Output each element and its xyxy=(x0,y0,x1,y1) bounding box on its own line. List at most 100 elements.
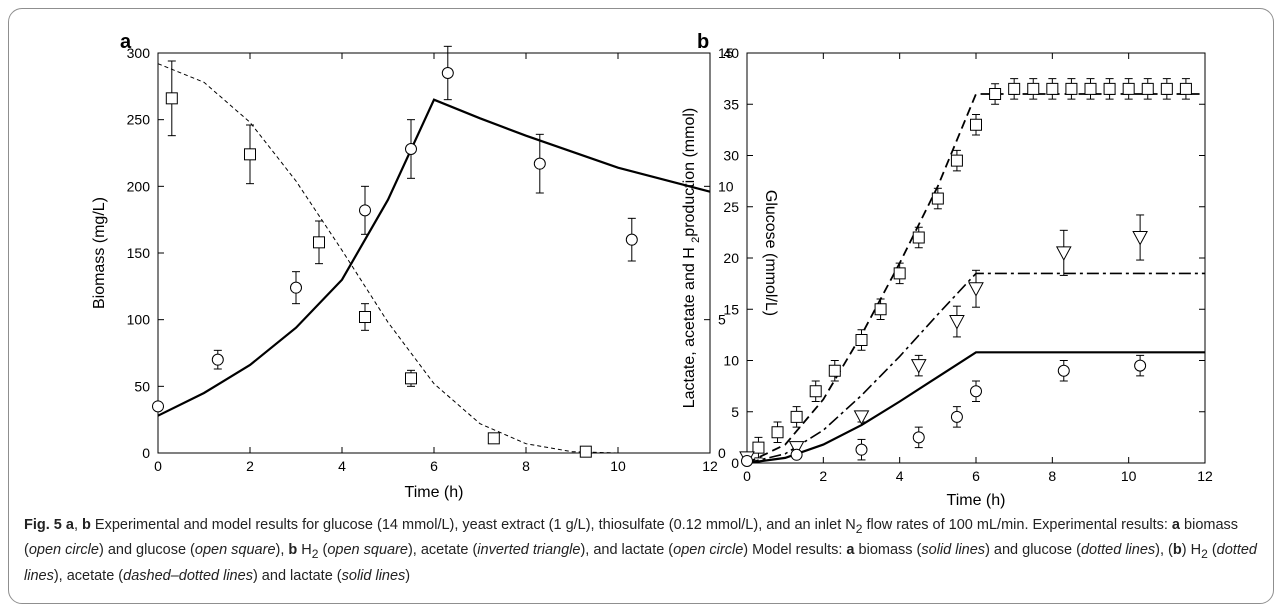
caption-segment: ), ( xyxy=(1155,542,1173,559)
data-point-circle xyxy=(790,448,803,461)
x-tick-label: 4 xyxy=(896,468,904,484)
data-point-square xyxy=(244,148,256,161)
y-right-tick-label: 10 xyxy=(718,178,734,194)
data-point-square xyxy=(950,154,963,167)
caption-segment: flow rates of 100 mL/min. Experimental r… xyxy=(862,517,1172,533)
x-tick-label: 8 xyxy=(1048,468,1056,484)
panel-b-ylabel-text: Lactate, acetate and H xyxy=(681,247,698,408)
data-point-square xyxy=(165,92,178,105)
data-point-circle xyxy=(741,454,753,467)
model-line-dotted xyxy=(157,63,619,454)
data-point-circle xyxy=(855,443,868,456)
data-point-square xyxy=(893,267,906,280)
caption-segment: biomass ( xyxy=(854,542,922,559)
y-tick-label: 200 xyxy=(127,178,151,194)
x-tick-label: 2 xyxy=(246,458,254,474)
x-tick-label: 6 xyxy=(972,468,980,484)
caption-segment: H xyxy=(297,542,312,559)
data-point-square xyxy=(970,118,982,131)
caption-segment: dashed–dotted lines xyxy=(123,567,253,584)
data-point-square xyxy=(874,303,887,316)
caption-segment: ) and glucose ( xyxy=(985,542,1081,559)
data-point-triangle xyxy=(949,315,965,330)
data-point-square xyxy=(579,445,592,458)
data-point-square xyxy=(931,192,944,205)
figure-label: Fig. 5 xyxy=(24,517,62,533)
data-point-circle xyxy=(950,410,963,423)
data-point-circle xyxy=(359,204,371,217)
y-tick-label: 20 xyxy=(723,250,739,266)
caption-segment: ) H xyxy=(1181,542,1202,559)
caption-segment: 2 xyxy=(1201,547,1208,562)
y-tick-label: 0 xyxy=(731,455,739,471)
data-point-triangle xyxy=(1055,246,1072,261)
panel-b-letter: b xyxy=(697,31,709,53)
data-point-square xyxy=(1103,82,1116,95)
data-point-circle xyxy=(152,400,164,413)
panel-a-letter: a xyxy=(120,31,132,53)
y-right-tick-label: 5 xyxy=(718,312,726,328)
panel-a-ylabel-right: Glucose (mmol/L) xyxy=(762,190,779,316)
panel-b-chart: 0 2 4 6 8 10 12 0 5 10 15 20 25 30 35 40 xyxy=(723,45,1213,484)
x-tick-label: 12 xyxy=(1197,468,1213,484)
x-tick-label: 0 xyxy=(743,468,751,484)
data-point-circle xyxy=(625,233,638,246)
y-right-tick-label: 15 xyxy=(718,45,734,61)
caption-segment: ) and lactate ( xyxy=(252,567,342,584)
data-point-square xyxy=(359,311,371,323)
panel-b-xlabel: Time (h) xyxy=(947,492,1006,509)
y-tick-label: 30 xyxy=(723,148,739,164)
x-tick-label: 12 xyxy=(702,458,718,474)
caption-segment: a xyxy=(1171,517,1180,533)
x-tick-label: 2 xyxy=(819,468,827,484)
data-point-square xyxy=(1008,82,1021,95)
data-point-triangle xyxy=(788,441,805,456)
caption-segment: b xyxy=(288,542,298,559)
data-point-square xyxy=(405,372,417,385)
caption-segment: b xyxy=(82,517,91,533)
model-line-solid xyxy=(157,98,711,417)
data-point-circle xyxy=(290,281,302,294)
y-tick-label: 5 xyxy=(731,404,739,420)
x-tick-label: 0 xyxy=(154,458,162,474)
caption-segment: ( xyxy=(1207,542,1217,559)
caption-segment: open circle xyxy=(28,542,99,559)
panel-b-ylabel: Lactate, acetate and H 2production (mmol… xyxy=(681,108,702,409)
data-point-square xyxy=(809,385,822,398)
y-tick-label: 300 xyxy=(127,45,151,61)
caption-segment: a xyxy=(846,542,855,559)
x-tick-label: 10 xyxy=(610,458,626,474)
data-point-square xyxy=(1179,82,1192,95)
x-tick-label: 8 xyxy=(522,458,530,474)
data-point-square xyxy=(1141,82,1154,95)
caption-segment: , xyxy=(73,517,83,533)
y-right-tick-label: 0 xyxy=(718,445,726,461)
data-point-square xyxy=(1122,82,1135,95)
y-tick-label: 250 xyxy=(127,112,151,128)
y-tick-label: 35 xyxy=(723,96,739,112)
data-point-square xyxy=(752,441,765,454)
data-point-square xyxy=(790,410,803,423)
caption-segment: solid lines xyxy=(921,542,986,559)
caption-segment: open square xyxy=(327,542,408,559)
ylabel-subscript: 2 xyxy=(690,237,702,243)
data-point-square xyxy=(487,432,500,445)
data-point-circle xyxy=(441,67,454,79)
caption-segment: ), xyxy=(275,542,289,559)
caption-segment: ), acetate ( xyxy=(53,567,124,584)
data-point-square xyxy=(313,236,325,249)
caption-segment: ), acetate ( xyxy=(407,542,478,559)
y-tick-label: 100 xyxy=(127,312,151,328)
data-point-square xyxy=(771,426,784,439)
y-tick-label: 15 xyxy=(723,301,739,317)
caption-segment: ) Model results: xyxy=(743,542,847,559)
y-tick-label: 25 xyxy=(723,199,739,215)
caption-segment: 2 xyxy=(311,547,319,562)
caption-segment: inverted triangle xyxy=(477,542,581,559)
y-tick-label: 150 xyxy=(127,245,151,261)
x-tick-label: 4 xyxy=(338,458,346,474)
caption-segment: biomass ( xyxy=(24,517,1239,559)
data-point-triangle xyxy=(968,282,984,297)
